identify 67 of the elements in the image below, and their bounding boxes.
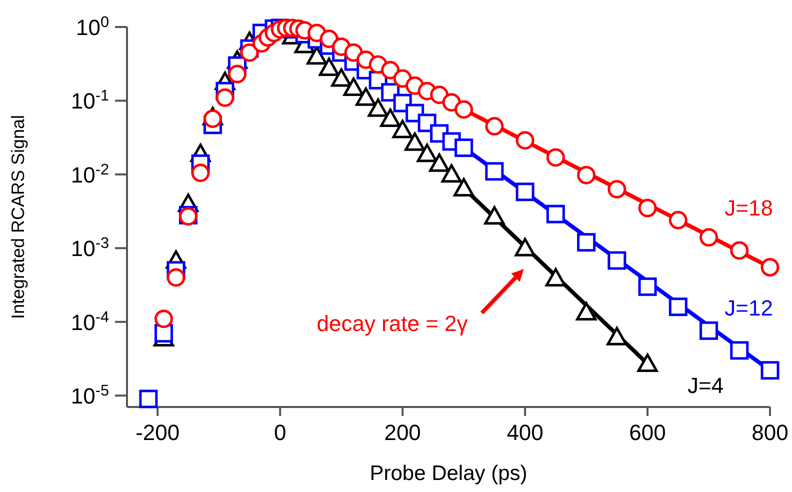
x-tick-label: 400 (506, 420, 544, 445)
point (404, 132, 426, 151)
point (429, 153, 450, 172)
point (139, 390, 158, 408)
point (606, 326, 628, 346)
point (485, 162, 504, 181)
point (608, 251, 626, 270)
point (730, 341, 749, 360)
point (546, 148, 565, 167)
point (191, 164, 210, 182)
point (608, 180, 626, 198)
point (700, 321, 718, 340)
y-tick-label: 10$^{-5}$ (70, 382, 109, 409)
point (356, 87, 376, 106)
point (546, 204, 565, 224)
point (485, 117, 504, 136)
point (545, 268, 566, 287)
annotation: decay rate = 2γ (316, 311, 468, 336)
point (638, 277, 657, 296)
point (577, 166, 596, 184)
point (416, 144, 438, 162)
point (454, 178, 474, 196)
point (516, 182, 534, 202)
point (154, 310, 173, 328)
point (454, 100, 474, 119)
y-tick-label: 10$^{0}$ (76, 14, 109, 40)
y-tick-label: 10$^{-1}$ (70, 87, 109, 114)
point (637, 354, 658, 372)
point (381, 60, 400, 80)
series-label: J=18 (724, 195, 773, 220)
point (166, 268, 186, 287)
point (318, 58, 340, 76)
point (516, 131, 534, 150)
point (577, 233, 596, 252)
point (368, 98, 388, 117)
series-label: J=12 (724, 295, 773, 320)
point (700, 228, 718, 247)
point (638, 198, 657, 218)
point (320, 30, 338, 48)
point (484, 206, 505, 225)
point (760, 258, 780, 277)
series-label: J=4 (688, 372, 724, 398)
point (392, 120, 413, 138)
point (668, 298, 688, 316)
point (240, 43, 259, 62)
point (576, 302, 597, 321)
y-axis-title: Integrated RCARS Signal (8, 114, 28, 320)
point (454, 138, 474, 158)
point (441, 164, 462, 183)
point (216, 88, 234, 107)
x-tick-label: 0 (274, 420, 286, 445)
y-tick-label: 10$^{-4}$ (70, 308, 110, 335)
point (343, 77, 364, 96)
y-tick-label: 10$^{-3}$ (70, 234, 109, 262)
x-tick-label: 600 (629, 420, 666, 445)
point (668, 210, 688, 230)
x-tick-label: 800 (752, 420, 788, 445)
x-axis-title: Probe Delay (ps) (370, 462, 528, 485)
x-tick-label: -200 (136, 420, 180, 445)
point (514, 238, 536, 256)
point (380, 108, 401, 127)
y-tick-label: 10$^{-2}$ (70, 160, 109, 188)
point (228, 64, 246, 84)
x-tick-label: 200 (384, 420, 421, 445)
point (760, 361, 780, 380)
point (331, 68, 352, 87)
point (730, 241, 749, 260)
